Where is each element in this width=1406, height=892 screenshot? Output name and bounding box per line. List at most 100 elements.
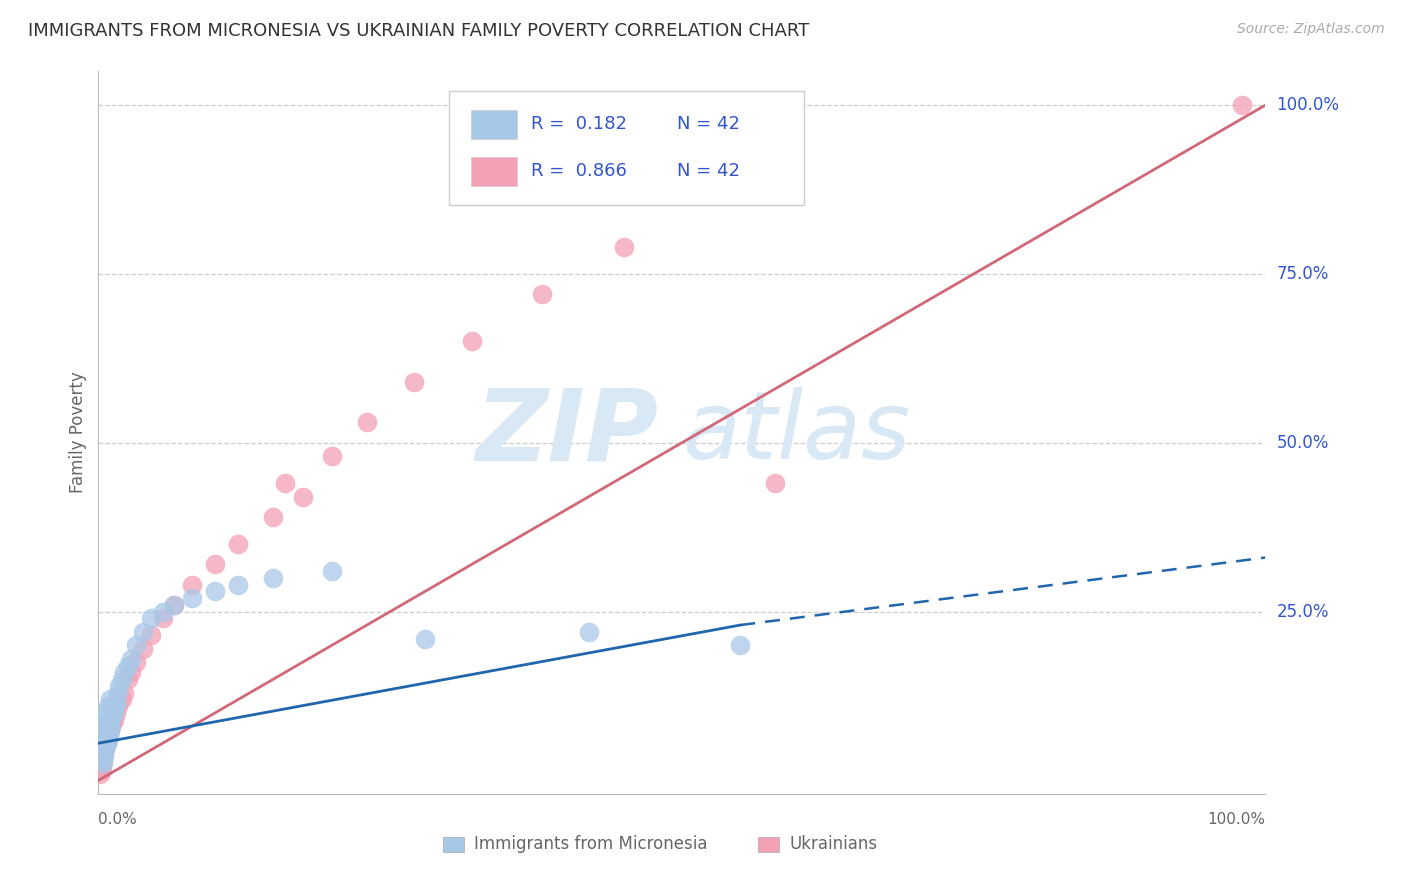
Text: IMMIGRANTS FROM MICRONESIA VS UKRAINIAN FAMILY POVERTY CORRELATION CHART: IMMIGRANTS FROM MICRONESIA VS UKRAINIAN … [28, 22, 810, 40]
Text: Source: ZipAtlas.com: Source: ZipAtlas.com [1237, 22, 1385, 37]
Point [262, 510, 284, 524]
Text: 0.0%: 0.0% [98, 812, 138, 827]
Point [578, 624, 600, 639]
Point [96, 736, 118, 750]
Text: 50.0%: 50.0% [1277, 434, 1329, 451]
Point [163, 598, 186, 612]
FancyBboxPatch shape [449, 91, 804, 205]
Point [94, 743, 117, 757]
FancyBboxPatch shape [471, 110, 517, 139]
Point [139, 628, 162, 642]
Point [98, 723, 121, 737]
Point [613, 240, 636, 254]
Point [90, 726, 112, 740]
Point [117, 672, 139, 686]
Point [90, 760, 112, 774]
Text: 25.0%: 25.0% [1277, 603, 1329, 621]
Point [93, 713, 115, 727]
Text: Ukrainians: Ukrainians [789, 836, 877, 854]
Text: Immigrants from Micronesia: Immigrants from Micronesia [474, 836, 707, 854]
Point [228, 537, 250, 551]
Point [98, 723, 121, 737]
Point [91, 747, 114, 761]
Point [163, 598, 186, 612]
Point [228, 577, 250, 591]
Point [262, 571, 284, 585]
Point [139, 611, 162, 625]
Point [321, 564, 343, 578]
Point [89, 739, 111, 754]
Point [94, 739, 117, 754]
Text: atlas: atlas [682, 387, 910, 478]
Point [98, 692, 121, 706]
Point [108, 679, 131, 693]
Point [100, 719, 122, 733]
Point [104, 696, 127, 710]
Point [180, 591, 202, 605]
Point [413, 632, 436, 646]
Point [91, 749, 114, 764]
FancyBboxPatch shape [758, 837, 779, 853]
Text: R =  0.182: R = 0.182 [531, 115, 627, 134]
Point [104, 699, 127, 714]
Point [97, 730, 120, 744]
Point [107, 699, 129, 714]
Point [96, 716, 118, 731]
Text: 100.0%: 100.0% [1208, 812, 1265, 827]
Point [90, 747, 112, 761]
Point [402, 375, 425, 389]
Point [730, 638, 752, 652]
Point [132, 641, 155, 656]
Point [204, 584, 226, 599]
Point [120, 665, 142, 680]
Text: 100.0%: 100.0% [1277, 96, 1340, 114]
Text: R =  0.866: R = 0.866 [531, 162, 627, 180]
Point [125, 655, 148, 669]
Point [530, 287, 553, 301]
Point [152, 611, 174, 625]
Text: N = 42: N = 42 [678, 162, 740, 180]
Point [103, 713, 125, 727]
Point [94, 706, 117, 720]
Point [103, 706, 125, 720]
Point [90, 753, 112, 767]
Point [111, 672, 134, 686]
Point [111, 692, 134, 706]
Text: ZIP: ZIP [475, 384, 658, 481]
Point [101, 716, 124, 731]
Point [180, 577, 202, 591]
Point [93, 749, 115, 764]
Point [120, 652, 142, 666]
Point [356, 416, 378, 430]
Point [291, 490, 314, 504]
Point [1230, 98, 1253, 112]
Point [112, 665, 135, 680]
Point [112, 685, 135, 699]
Point [91, 732, 114, 747]
Point [117, 658, 139, 673]
FancyBboxPatch shape [471, 157, 517, 186]
Point [204, 558, 226, 572]
Point [96, 732, 118, 747]
Point [96, 736, 118, 750]
Point [89, 766, 111, 780]
Text: N = 42: N = 42 [678, 115, 740, 134]
Point [97, 730, 120, 744]
FancyBboxPatch shape [443, 837, 464, 853]
Point [152, 605, 174, 619]
Point [97, 699, 120, 714]
Point [132, 624, 155, 639]
Point [93, 743, 115, 757]
Point [100, 719, 122, 733]
Point [90, 764, 112, 778]
Point [107, 685, 129, 699]
Point [101, 709, 124, 723]
Point [90, 753, 112, 767]
Point [97, 726, 120, 740]
Point [104, 706, 127, 720]
Point [274, 476, 297, 491]
Point [321, 449, 343, 463]
Y-axis label: Family Poverty: Family Poverty [69, 372, 87, 493]
Point [91, 756, 114, 771]
Point [90, 719, 112, 733]
